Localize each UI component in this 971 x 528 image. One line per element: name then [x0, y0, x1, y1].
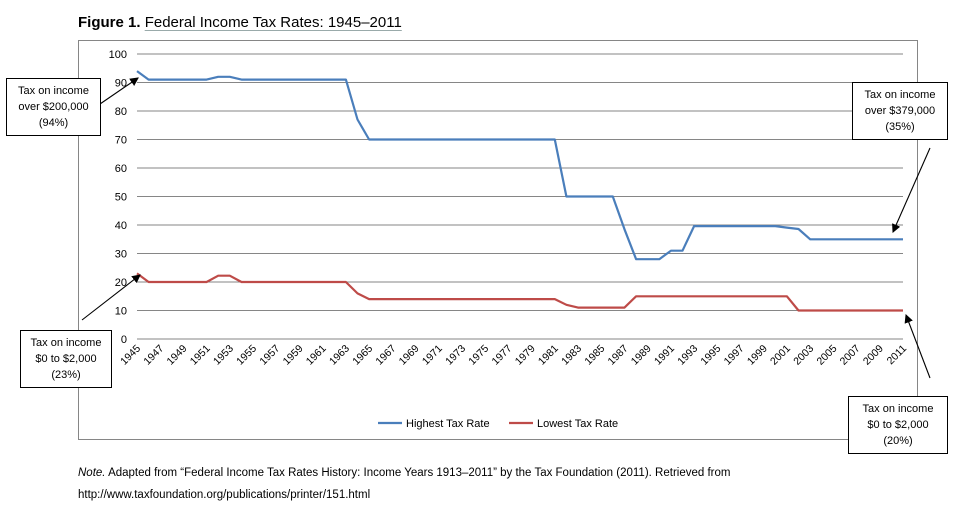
y-tick-label: 50	[115, 192, 127, 204]
figure-title-text: Federal Income Tax Rates: 1945–2011	[144, 14, 402, 31]
y-tick-label: 90	[115, 78, 127, 90]
x-tick-label: 2005	[814, 343, 839, 368]
x-tick-label: 1981	[536, 343, 561, 368]
y-tick-label: 20	[115, 277, 127, 289]
x-tick-label: 1975	[466, 343, 491, 368]
x-tick-label: 2001	[768, 343, 793, 368]
callout-line: (94%)	[38, 117, 69, 129]
x-tick-label: 1977	[490, 343, 515, 368]
x-tick-label: 1959	[281, 343, 306, 368]
y-tick-label: 40	[115, 220, 127, 232]
x-tick-label: 1955	[234, 343, 259, 368]
callout-arrow-top-left	[99, 77, 139, 105]
x-tick-label: 1983	[559, 343, 584, 368]
callout-line: $0 to $2,000	[35, 353, 97, 365]
callout-line: Tax on income	[864, 89, 936, 101]
x-tick-label: 2007	[838, 343, 863, 368]
note-text: Adapted from “Federal Income Tax Rates H…	[78, 467, 731, 501]
x-tick-label: 1951	[188, 343, 213, 368]
x-tick-label: 1967	[373, 343, 398, 368]
callout-top-left: Tax on income over $200,000 (94%)	[6, 78, 101, 136]
y-tick-label: 100	[109, 49, 127, 61]
x-tick-label: 1993	[675, 343, 700, 368]
x-tick-label: 1987	[606, 343, 631, 368]
y-tick-label: 10	[115, 306, 127, 318]
chart-frame	[78, 40, 918, 440]
x-tick-label: 1971	[420, 343, 445, 368]
y-tick-label: 0	[121, 334, 127, 346]
callout-line: over $200,000	[18, 101, 89, 113]
callout-bottom-right: Tax on income $0 to $2,000 (20%)	[848, 396, 948, 454]
x-tick-label: 1991	[652, 343, 677, 368]
x-tick-label: 1999	[745, 343, 770, 368]
x-tick-label: 2003	[791, 343, 816, 368]
callout-line: (23%)	[51, 369, 81, 381]
callout-line: (20%)	[883, 435, 913, 447]
x-tick-label: 1969	[397, 343, 422, 368]
x-tick-label: 2009	[861, 343, 886, 368]
figure-note: Note. Adapted from “Federal Income Tax R…	[78, 462, 938, 506]
callout-line: $0 to $2,000	[867, 419, 929, 431]
x-tick-label: 2011	[885, 343, 910, 368]
y-tick-label: 80	[115, 106, 127, 118]
x-tick-label: 1979	[513, 343, 538, 368]
note-label: Note.	[78, 467, 106, 479]
x-tick-label: 1989	[629, 343, 654, 368]
callout-line: (35%)	[885, 121, 915, 133]
series-line-highest	[136, 70, 903, 261]
y-tick-label: 30	[115, 249, 127, 261]
x-tick-label: 1973	[443, 343, 468, 368]
legend-label: Highest Tax Rate	[406, 418, 490, 430]
callout-arrow-bottom-right	[904, 313, 931, 379]
callout-top-right: Tax on income over $379,000 (35%)	[852, 82, 948, 140]
x-tick-label: 1995	[698, 343, 723, 368]
callout-line: over $379,000	[864, 105, 936, 117]
callout-bottom-left: Tax on income $0 to $2,000 (23%)	[20, 330, 112, 388]
y-tick-label: 70	[115, 135, 127, 147]
x-tick-label: 1945	[118, 343, 143, 368]
x-tick-label: 1965	[350, 343, 375, 368]
x-tick-label: 1963	[327, 343, 352, 368]
x-tick-label: 1961	[304, 343, 329, 368]
callout-line: Tax on income	[862, 403, 934, 415]
callout-line: Tax on income	[30, 337, 102, 349]
y-tick-label: 60	[115, 163, 127, 175]
callout-line: Tax on income	[18, 85, 89, 97]
series-line-lowest	[136, 272, 903, 312]
x-tick-label: 1949	[165, 343, 190, 368]
callout-arrow-top-right	[892, 147, 931, 234]
callout-arrow-bottom-left	[81, 274, 141, 321]
figure-label: Figure 1.	[78, 14, 141, 31]
x-tick-label: 1957	[257, 343, 282, 368]
x-tick-label: 1997	[722, 343, 747, 368]
figure-title: Figure 1. Federal Income Tax Rates: 1945…	[78, 14, 402, 31]
x-tick-label: 1953	[211, 343, 236, 368]
legend-label: Lowest Tax Rate	[537, 418, 618, 430]
x-tick-label: 1985	[582, 343, 607, 368]
x-tick-label: 1947	[141, 343, 166, 368]
